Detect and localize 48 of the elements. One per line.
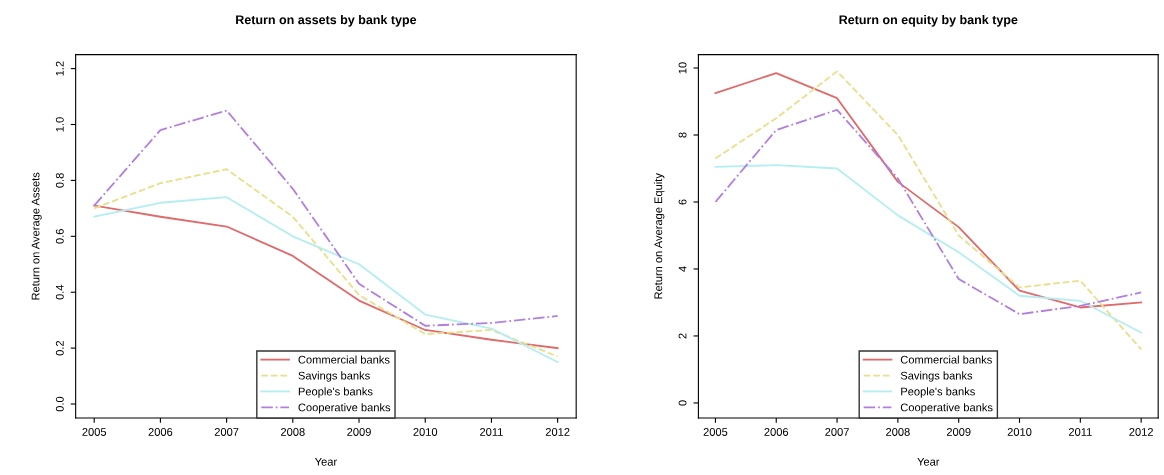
y-tick-label: 0.0 [55, 396, 64, 412]
legend-label: People's banks [901, 387, 975, 398]
line-series [93, 109, 559, 327]
x-tick-label: 2009 [347, 428, 371, 436]
y-tick-label: 0.8 [55, 173, 64, 188]
legend-label: Cooperative banks [900, 403, 993, 414]
y-tick-label: 1.2 [55, 61, 64, 76]
y-tick-label: 10 [678, 62, 687, 74]
y-tick-label: 6 [678, 199, 687, 205]
chart-title: Return on equity by bank type [839, 15, 1018, 27]
x-tick-label: 2012 [1129, 428, 1153, 436]
x-tick-label: 2011 [1068, 428, 1092, 436]
y-axis-title: Return on Average Equity [654, 173, 665, 299]
chart-title: Return on assets by bank type [236, 15, 417, 27]
x-tick-label: 2010 [413, 428, 438, 436]
line-series [714, 108, 1143, 316]
legend-label: Savings banks [298, 371, 370, 382]
x-tick-label: 2008 [281, 428, 305, 436]
y-tick-label: 1.0 [55, 117, 64, 132]
x-tick-label: 2007 [214, 428, 239, 436]
y-tick-label: 0.6 [55, 229, 64, 244]
x-tick-label: 2010 [1007, 428, 1032, 436]
x-tick-label: 2007 [825, 428, 849, 436]
legend-label: Commercial banks [900, 355, 992, 364]
line-series [714, 70, 1143, 351]
x-tick-label: 2005 [82, 428, 107, 436]
y-tick-label: 8 [678, 132, 687, 138]
x-tick-label: 2006 [148, 428, 173, 436]
y-tick-label: 0.4 [55, 284, 64, 300]
x-tick-label: 2012 [545, 428, 570, 436]
x-axis-title: Year [314, 457, 337, 466]
x-axis-title: Year [917, 457, 940, 466]
x-tick-label: 2006 [764, 428, 789, 436]
x-tick-label: 2008 [886, 428, 910, 436]
line-series [714, 164, 1143, 334]
x-tick-label: 2011 [480, 428, 503, 436]
y-tick-label: 0 [678, 400, 687, 406]
y-tick-label: 0.2 [55, 340, 64, 356]
x-tick-label: 2009 [946, 428, 971, 436]
y-tick-label: 4 [678, 266, 687, 272]
legend-label: People's banks [298, 387, 373, 398]
y-tick-label: 2 [678, 333, 687, 339]
legend-label: Savings banks [900, 371, 973, 382]
legend-label: Commercial banks [298, 355, 390, 364]
line-series [714, 72, 1143, 309]
legend-label: Cooperative banks [298, 403, 391, 414]
x-tick-label: 2005 [703, 428, 728, 436]
y-axis-title: Return on Average Assets [31, 172, 42, 300]
